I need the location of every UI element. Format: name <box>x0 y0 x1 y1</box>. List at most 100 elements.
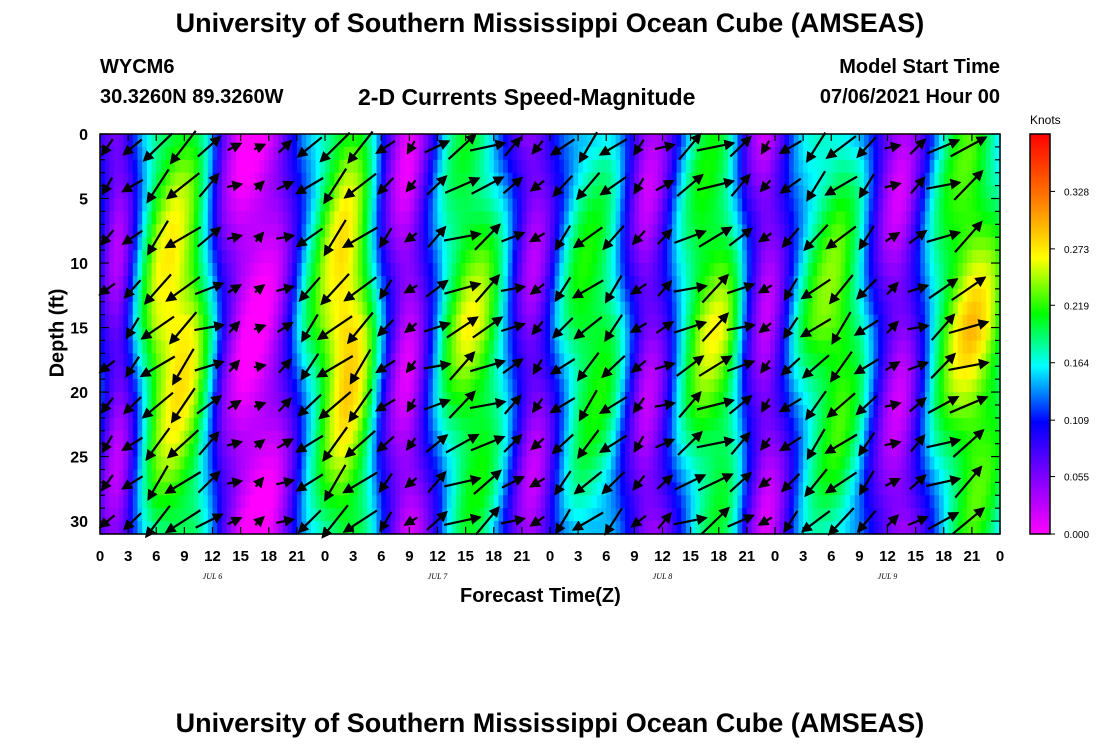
heatmap-cell <box>301 250 307 264</box>
heatmap-cell <box>428 134 434 148</box>
heatmap-cell <box>287 172 293 187</box>
heatmap-cell <box>728 508 734 522</box>
heatmap-cell <box>343 392 350 406</box>
heatmap-cell <box>451 430 457 445</box>
heatmap-cell <box>104 340 110 354</box>
heatmap-cell <box>226 353 232 367</box>
heatmap-cell <box>418 224 425 238</box>
heatmap-cell <box>850 404 856 419</box>
heatmap-cell <box>653 224 659 238</box>
heatmap-cell <box>334 456 340 471</box>
heatmap-cell <box>737 263 743 277</box>
heatmap-cell <box>732 366 739 380</box>
heatmap-cell <box>812 366 818 380</box>
heatmap-cell <box>329 456 335 471</box>
heatmap-cell <box>756 172 762 187</box>
heatmap-cell <box>193 404 200 419</box>
heatmap-cell <box>250 443 256 458</box>
heatmap-cell <box>245 198 251 213</box>
heatmap-cell <box>371 482 378 496</box>
heatmap-cell <box>737 288 743 303</box>
heatmap-cell <box>812 263 818 277</box>
heatmap-cell <box>175 159 181 174</box>
heatmap-cell <box>460 379 467 393</box>
heatmap-cell <box>592 198 598 213</box>
heatmap-cell <box>395 159 401 174</box>
heatmap-cell <box>489 263 495 277</box>
heatmap-cell <box>751 185 757 200</box>
heatmap-cell <box>573 224 579 238</box>
heatmap-cell <box>540 340 546 354</box>
heatmap-cell <box>568 327 575 342</box>
heatmap-cell <box>395 134 401 148</box>
heatmap-cell <box>142 198 148 213</box>
heatmap-cell <box>643 366 650 380</box>
heatmap-cell <box>395 275 401 290</box>
heatmap-cell <box>282 263 289 277</box>
heatmap-cell <box>282 198 289 213</box>
heatmap-cell <box>775 288 781 303</box>
heatmap-cell <box>118 314 125 329</box>
heatmap-cell <box>592 379 598 393</box>
heatmap-cell <box>634 417 640 432</box>
heatmap-cell <box>643 288 650 303</box>
heatmap-cell <box>254 185 260 200</box>
heatmap-cell <box>573 456 579 471</box>
heatmap-cell <box>742 443 748 458</box>
heatmap-cell <box>306 469 312 483</box>
heatmap-cell <box>100 134 106 148</box>
heatmap-cell <box>610 340 617 354</box>
heatmap-cell <box>409 237 415 251</box>
heatmap-cell <box>400 521 406 535</box>
heatmap-cell <box>545 417 551 432</box>
heatmap-cell <box>676 134 682 148</box>
heatmap-cell <box>282 366 289 380</box>
heatmap-cell <box>371 392 378 406</box>
heatmap-cell <box>704 392 710 406</box>
heatmap-cell <box>203 353 209 367</box>
heatmap-cell <box>250 198 256 213</box>
heatmap-cell <box>156 224 162 238</box>
heatmap-cell <box>114 237 120 251</box>
heatmap-cell <box>231 263 237 277</box>
heatmap-cell <box>339 211 345 225</box>
heatmap-cell <box>812 172 818 187</box>
heatmap-cell <box>718 469 725 483</box>
heatmap-cell <box>142 340 148 354</box>
heatmap-cell <box>681 224 687 238</box>
heatmap-cell <box>798 340 804 354</box>
heatmap-cell <box>685 404 692 419</box>
heatmap-cell <box>489 172 495 187</box>
heatmap-cell <box>306 495 312 509</box>
heatmap-cell <box>756 379 762 393</box>
heatmap-cell <box>653 288 659 303</box>
heatmap-cell <box>423 263 429 277</box>
heatmap-cell <box>807 379 814 393</box>
heatmap-cell <box>732 495 739 509</box>
heatmap-cell <box>137 353 143 367</box>
heatmap-cell <box>601 263 607 277</box>
heatmap-cell <box>643 146 650 161</box>
heatmap-cell <box>531 379 537 393</box>
heatmap-cell <box>123 172 129 187</box>
heatmap-cell <box>278 288 284 303</box>
heatmap-cell <box>517 263 523 277</box>
heatmap-cell <box>334 198 340 213</box>
heatmap-cell <box>643 250 650 264</box>
heatmap-cell <box>751 288 757 303</box>
heatmap-cell <box>643 211 650 225</box>
heatmap-cell <box>465 211 471 225</box>
heatmap-cell <box>765 340 771 354</box>
heatmap-cell <box>606 469 612 483</box>
heatmap-cell <box>423 211 429 225</box>
heatmap-cell <box>634 263 640 277</box>
heatmap-cell <box>681 495 687 509</box>
heatmap-cell <box>292 430 298 445</box>
heatmap-cell <box>390 443 396 458</box>
heatmap-cell <box>114 443 120 458</box>
heatmap-cell <box>343 366 350 380</box>
heatmap-cell <box>517 404 523 419</box>
heatmap-cell <box>179 224 185 238</box>
heatmap-cell <box>681 301 687 316</box>
heatmap-cell <box>559 430 565 445</box>
